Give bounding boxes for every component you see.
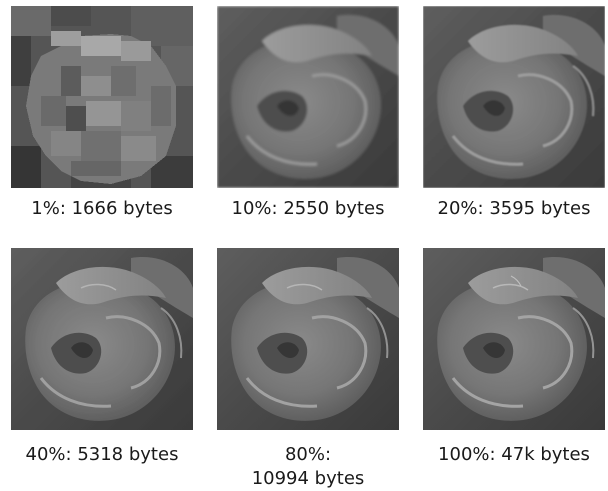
panel-80-percent: 80%: 10994 bytes xyxy=(217,248,399,489)
caption-10-percent: 10%: 2550 bytes xyxy=(231,198,385,219)
rose-image-10-percent xyxy=(217,6,399,188)
caption-80-percent: 80%: 10994 bytes xyxy=(251,444,365,489)
caption-40-percent: 40%: 5318 bytes xyxy=(25,444,179,465)
panel-100-percent: 100%: 47k bytes xyxy=(423,248,605,488)
rose-image-100-percent xyxy=(423,248,605,430)
panel-20-percent: 20%: 3595 bytes xyxy=(423,6,605,236)
rose-image-80-percent xyxy=(217,248,399,430)
rose-image-20-percent xyxy=(423,6,605,188)
rose-image-1-percent xyxy=(11,6,193,188)
caption-1-percent: 1%: 1666 bytes xyxy=(31,198,173,219)
panel-1-percent: 1%: 1666 bytes xyxy=(11,6,193,236)
caption-20-percent: 20%: 3595 bytes xyxy=(437,198,591,219)
panel-40-percent: 40%: 5318 bytes xyxy=(11,248,193,488)
caption-100-percent: 100%: 47k bytes xyxy=(438,444,590,465)
panel-10-percent: 10%: 2550 bytes xyxy=(217,6,399,236)
rose-image-40-percent xyxy=(11,248,193,430)
